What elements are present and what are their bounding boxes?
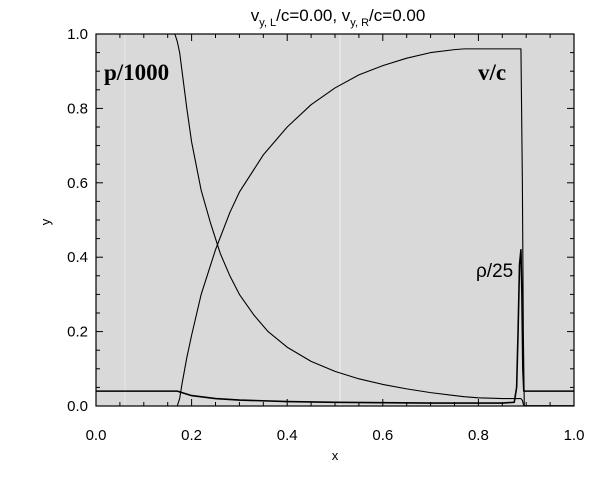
annotation-rho-25: ρ/25 — [476, 261, 513, 282]
x-tick-label: 0.2 — [181, 427, 202, 444]
plot-background — [96, 34, 574, 406]
ticks-layer: 0.0 0.2 0.4 0.6 0.8 1.0 0.0 0.2 0.4 0.6 0.8 1.0 — [67, 26, 584, 444]
title-sub1: y, L — [259, 17, 276, 29]
y-tick-label: 0.2 — [67, 324, 88, 341]
title-v1: v — [251, 6, 260, 25]
x-tick-label: 0.0 — [86, 427, 107, 444]
y-tick-label: 1.0 — [67, 26, 88, 43]
x-tick-label: 0.4 — [277, 427, 298, 444]
y-tick-label: 0.6 — [67, 175, 88, 192]
series-line-1 — [96, 33, 574, 407]
series-layer — [96, 33, 574, 407]
y-tick-label: 0.0 — [67, 398, 88, 415]
title-sub2: y, R — [350, 17, 369, 29]
y-tick-label: 0.8 — [67, 100, 88, 117]
y-tick-label: 0.4 — [67, 249, 88, 266]
title-mid: /c=0.00, — [276, 6, 342, 25]
series-line-3 — [96, 248, 574, 404]
annotation-v-c: v/c — [478, 60, 506, 85]
x-tick-label: 1.0 — [564, 427, 585, 444]
x-tick-label: 0.6 — [372, 427, 393, 444]
x-axis-label: x — [332, 448, 339, 463]
annotation-p-1000: p/1000 — [104, 60, 169, 85]
title-v2: v — [342, 6, 351, 25]
y-axis-label: y — [38, 218, 53, 225]
chart-title: vy, L/c=0.00, vy, R/c=0.00 — [251, 6, 426, 29]
title-end: /c=0.00 — [369, 6, 425, 25]
x-tick-label: 0.8 — [468, 427, 489, 444]
series-line-2 — [96, 48, 574, 407]
